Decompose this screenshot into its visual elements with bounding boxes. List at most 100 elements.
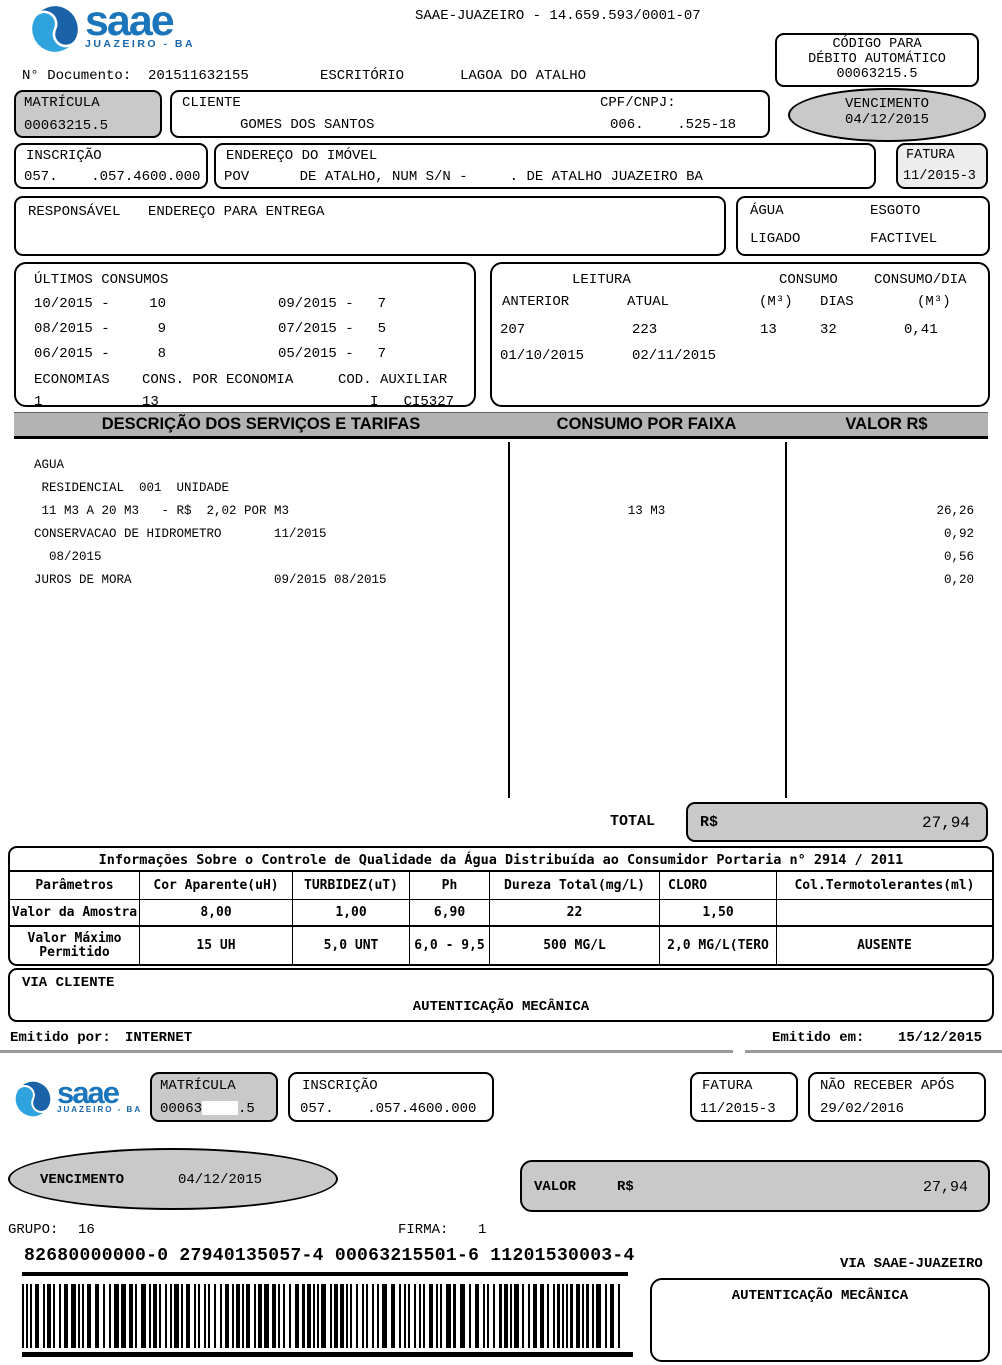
servicos-table-header: DESCRIÇÃO DOS SERVIÇOS E TARIFAS CONSUMO… <box>14 412 988 439</box>
qualidade-amostra-row: Valor da Amostra 8,00 1,00 6,90 22 1,50 <box>10 900 992 927</box>
logo-sub-text: JUAZEIRO - BA <box>57 1105 143 1114</box>
qualidade-cell: 1,00 <box>293 900 410 925</box>
endereco-imovel-value: POV DE ATALHO, NUM S/N - . DE ATALHO JUA… <box>224 169 703 185</box>
service-desc: CONSERVACAO DE HIDROMETRO 11/2015 <box>34 527 327 541</box>
qualidade-header-cell: Col.Termotolerantes(ml) <box>794 877 975 893</box>
stub-inscricao-value: 057. .057.4600.000 <box>300 1101 477 1117</box>
matricula-value: 00063215.5 <box>24 118 109 134</box>
qualidade-cell: 15 UH <box>140 927 293 964</box>
qualidade-cell: 5,0 UNT <box>293 927 410 964</box>
consumo-value: 10 <box>149 296 166 312</box>
vencimento-label: VENCIMENTO <box>844 96 929 112</box>
consumo-month: 08/2015 - <box>34 321 110 337</box>
qualidade-cell: 8,00 <box>140 900 293 925</box>
atual-label: ATUAL <box>627 294 670 310</box>
stub-valor-currency: R$ <box>617 1179 634 1195</box>
consumo-month: 05/2015 - <box>278 346 354 362</box>
perforation-divider <box>745 1050 1002 1053</box>
agua-esgoto-box: ÁGUA ESGOTO LIGADO FACTIVEL <box>736 196 990 256</box>
consumo-month: 10/2015 - <box>34 296 110 312</box>
esgoto-value: FACTIVEL <box>870 231 938 247</box>
stub-inscricao-box: INSCRIÇÃO 057. .057.4600.000 <box>288 1072 494 1122</box>
doc-number-label: N° Documento: <box>22 68 132 84</box>
vencimento-value: 04/12/2015 <box>844 112 929 128</box>
consumo-month: 09/2015 - <box>278 296 354 312</box>
dias-value: 32 <box>820 322 837 338</box>
service-row: AGUA <box>14 454 988 476</box>
service-valor: 0,20 <box>943 573 974 587</box>
emitido-por-label: Emitido por: <box>10 1030 111 1046</box>
consumo-title: CONSUMO <box>779 272 838 288</box>
inscricao-value: 057. .057.4600.000 <box>24 169 201 185</box>
responsavel-box: RESPONSÁVEL ENDEREÇO PARA ENTREGA <box>14 196 726 256</box>
qualidade-maximo-row: Valor Máximo Permitido 15 UH 5,0 UNT 6,0… <box>10 927 992 964</box>
data-leitura-anterior: 01/10/2015 <box>500 348 585 364</box>
debito-value: 00063215.5 <box>836 67 918 82</box>
consumo-value: 5 <box>377 321 386 337</box>
inscricao-box: INSCRIÇÃO 057. .057.4600.000 <box>14 143 208 189</box>
cliente-box: CLIENTE CPF/CNPJ: GOMES DOS SANTOS 006. … <box>170 90 770 138</box>
consumo-value: 7 <box>377 346 386 362</box>
leitura-box: LEITURA CONSUMO CONSUMO/DIA ANTERIOR ATU… <box>490 262 990 407</box>
grupo-value: 16 <box>78 1222 95 1238</box>
nao-receber-box: NÃO RECEBER APÓS 29/02/2016 <box>808 1072 986 1122</box>
inscricao-label: INSCRIÇÃO <box>26 148 102 164</box>
consumo-m3-value: 13 <box>760 322 777 338</box>
service-row: CONSERVACAO DE HIDROMETRO 11/2015 0,92 <box>14 523 988 545</box>
service-valor: 26,26 <box>936 504 974 518</box>
grupo-label: GRUPO: <box>8 1222 59 1238</box>
qualidade-cell: 22 <box>490 900 660 925</box>
cpf-cnpj-label: CPF/CNPJ: <box>600 95 676 111</box>
qualidade-cell: 500 MG/L <box>490 927 660 964</box>
ultimos-consumos-box: ÚLTIMOS CONSUMOS 10/2015 - 10 09/2015 - … <box>14 262 476 410</box>
via-cliente-box: VIA CLIENTE AUTENTICAÇÃO MECÂNICA <box>8 968 994 1022</box>
stub-valor-label: VALOR <box>534 1179 577 1195</box>
qualidade-cell: 2,0 MG/L(TERO <box>660 927 777 964</box>
debito-label-1: CÓDIGO PARA <box>832 37 922 52</box>
stub-matricula-box: MATRÍCULA 00063 .5 <box>150 1072 278 1122</box>
qualidade-cell: 1,50 <box>660 900 777 925</box>
leitura-title: LEITURA <box>572 272 631 288</box>
barcode <box>22 1284 628 1348</box>
fatura-value: 11/2015-3 <box>903 169 976 184</box>
firma-label: FIRMA: <box>398 1222 449 1238</box>
stub-vencimento-value: 04/12/2015 <box>178 1172 263 1188</box>
cliente-label: CLIENTE <box>182 95 241 111</box>
consumo-month: 06/2015 - <box>34 346 110 362</box>
economias-value: 1 <box>34 394 43 410</box>
col-faixa-header: CONSUMO POR FAIXA <box>556 415 737 433</box>
ultimos-consumos-title: ÚLTIMOS CONSUMOS <box>34 272 169 288</box>
emitido-em-label: Emitido em: <box>772 1030 865 1046</box>
fatura-label: FATURA <box>906 148 955 163</box>
service-row: 11 M3 A 20 M3 - R$ 2,02 POR M3 13 M3 26,… <box>14 500 988 522</box>
emitido-por-value: INTERNET <box>125 1030 193 1046</box>
stub-fatura-value: 11/2015-3 <box>700 1101 776 1117</box>
consumo-month: 07/2015 - <box>278 321 354 337</box>
service-desc: 08/2015 <box>34 550 102 564</box>
col-valor-header: VALOR R$ <box>845 415 928 433</box>
column-divider <box>508 442 510 798</box>
logo-brand-text: saae <box>85 0 175 45</box>
total-label: TOTAL <box>610 813 656 830</box>
matricula-label: MATRÍCULA <box>24 95 100 111</box>
leitura-atual-value: 223 <box>632 322 658 338</box>
service-row: RESIDENCIAL 001 UNIDADE <box>14 477 988 499</box>
cons-por-economia-value: 13 <box>142 394 159 410</box>
data-leitura-atual: 02/11/2015 <box>632 348 717 364</box>
m3-label: (M³) <box>759 294 793 310</box>
leitura-anterior-value: 207 <box>500 322 526 338</box>
saae-logo: saae JUAZEIRO - BA <box>30 0 195 54</box>
m3-label: (M³) <box>917 294 951 310</box>
barcode-rule-bottom <box>22 1352 633 1357</box>
dias-label: DIAS <box>820 294 854 310</box>
stub-valor-box: VALOR R$ 27,94 <box>520 1160 990 1212</box>
qualidade-cell: AUSENTE <box>857 938 912 953</box>
escritorio-value: LAGOA DO ATALHO <box>460 68 587 84</box>
via-saae-label: VIA SAAE-JUAZEIRO <box>840 1256 983 1272</box>
service-valor: 0,92 <box>943 527 974 541</box>
matricula-box: MATRÍCULA 00063215.5 <box>14 90 162 138</box>
service-desc: 11 M3 A 20 M3 - R$ 2,02 POR M3 <box>34 504 290 518</box>
qualidade-cell: 6,90 <box>410 900 490 925</box>
col-descricao-header: DESCRIÇÃO DOS SERVIÇOS E TARIFAS <box>101 415 421 433</box>
service-desc: AGUA <box>34 458 65 472</box>
